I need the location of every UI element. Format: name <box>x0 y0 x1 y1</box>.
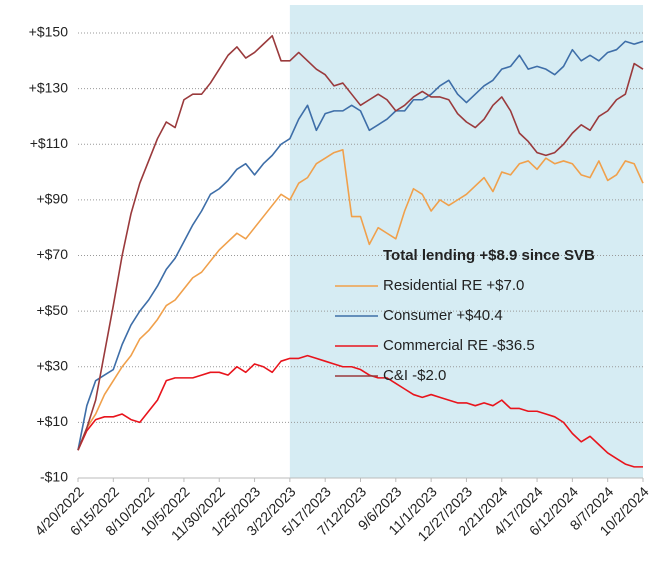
series-line <box>77 40 644 451</box>
series-line <box>77 34 644 451</box>
y-tick-label: +$150 <box>29 24 69 40</box>
legend-label: Commercial RE -$36.5 <box>383 337 535 354</box>
y-tick-label: +$70 <box>36 246 68 262</box>
y-tick-label: +$10 <box>36 413 68 429</box>
legend-label: C&I -$2.0 <box>383 367 446 384</box>
series-line <box>77 354 643 468</box>
legend-label: Consumer +$40.4 <box>383 307 503 324</box>
y-tick-label: +$90 <box>36 191 68 207</box>
y-tick-label: -$10 <box>40 469 68 485</box>
y-tick-label: +$50 <box>36 302 68 318</box>
y-tick-label: +$30 <box>36 357 68 373</box>
legend-label: Residential RE +$7.0 <box>383 277 524 294</box>
legend-title: Total lending +$8.9 since SVB <box>383 247 595 264</box>
shade <box>289 5 643 478</box>
y-tick-label: +$130 <box>29 79 69 95</box>
series-line <box>77 149 644 451</box>
y-tick-label: +$110 <box>30 135 68 151</box>
